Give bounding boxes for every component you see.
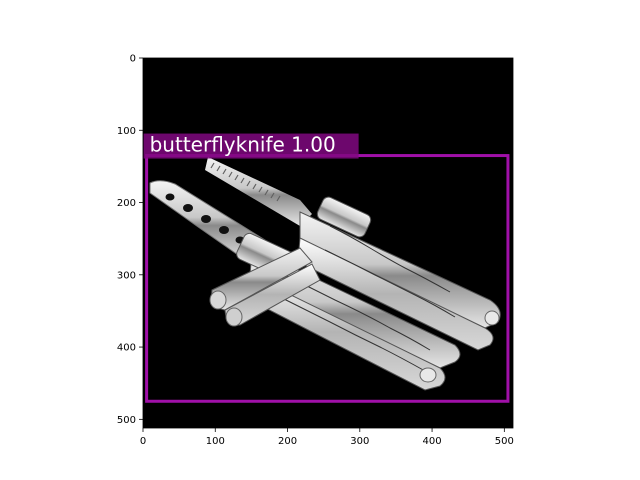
y-tick-label: 100 [117,126,136,137]
y-tick-label: 200 [117,198,136,209]
y-tick-label: 0 [130,54,136,65]
knife-pivot-ends [209,247,500,383]
x-tick-label: 100 [206,436,225,447]
y-tick-label: 400 [117,343,136,354]
comb-blade [205,157,312,226]
y-tick-label: 500 [117,415,136,426]
x-tick-label: 300 [350,436,369,447]
x-tick-label: 400 [423,436,442,447]
y-axis-ticks: 0 100 200 300 400 500 [117,54,143,426]
photo [143,58,513,428]
detection-overlay: butterflyknife 1.00 [143,133,510,403]
axes-frame [142,57,514,429]
axes: 0 100 200 300 400 500 0 100 200 300 400 500 [117,54,514,448]
y-tick-label: 300 [117,270,136,281]
detection-label: butterflyknife 1.00 [150,133,336,157]
detection-label-background [143,133,359,159]
knife-handles-upper [297,196,501,351]
x-tick-label: 200 [278,436,297,447]
x-tick-label: 500 [495,436,514,447]
x-tick-label: 0 [140,436,146,447]
x-axis-ticks: 0 100 200 300 400 500 [140,428,514,447]
